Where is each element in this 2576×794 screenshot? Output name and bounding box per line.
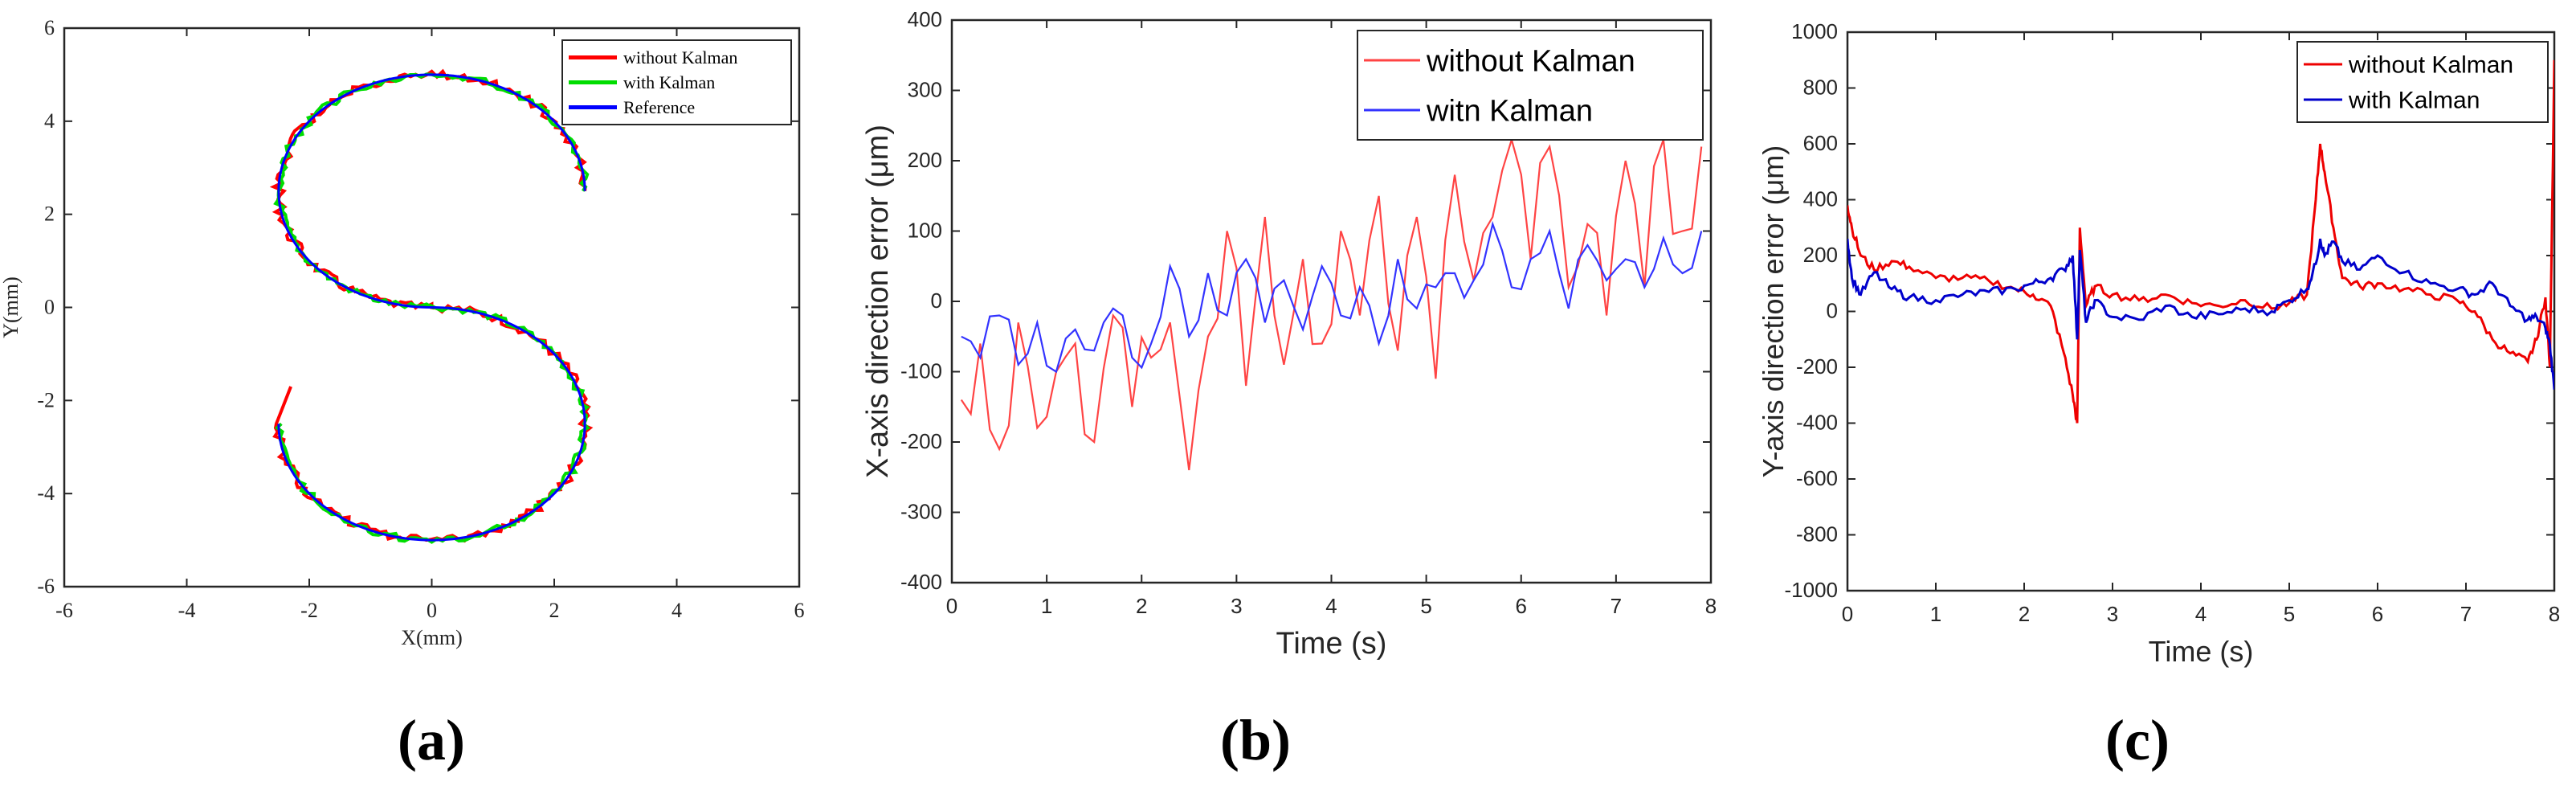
y-tick-label: -200 [900, 429, 942, 453]
legend-box [2296, 41, 2549, 123]
y-tick-label: -2 [37, 388, 55, 411]
x-axis-label: X(mm) [401, 626, 463, 649]
x-tick-label: 2 [2019, 602, 2030, 626]
x-tick-label: 7 [1611, 594, 1622, 618]
series-line-2 [961, 220, 1703, 374]
x-tick-label: 5 [1420, 594, 1431, 618]
y-tick-label: -800 [1796, 522, 1838, 546]
legend-label: with Kalman [2348, 88, 2480, 114]
y-tick-label: 600 [1803, 131, 1838, 155]
y-tick-label: -400 [900, 570, 942, 594]
x-tick-label: 4 [672, 599, 682, 622]
x-tick-label: 1 [1930, 602, 1941, 626]
legend-label: with Kalman [623, 72, 715, 92]
y-tick-label: 2 [44, 203, 55, 226]
x-tick-label: 6 [2372, 602, 2383, 626]
series-group [269, 68, 594, 544]
y-tick-label: 300 [908, 78, 942, 102]
y-tick-label: 6 [44, 16, 55, 39]
series-group [1847, 59, 2554, 424]
y-tick-label: 800 [1803, 76, 1838, 100]
x-tick-label: 3 [1231, 594, 1242, 618]
legend: without Kalman witn Kalman [1357, 30, 1704, 141]
series-line-1 [960, 136, 1703, 471]
panel-label: (a) [398, 708, 465, 772]
chart-panel-2: 0 1 2 3 4 5 6 7 8 400 300 200 100 0 -100 -200 -300 -400 Ti… [861, 7, 1717, 661]
x-tick-label: -6 [55, 599, 73, 622]
series-line-3 [277, 73, 586, 542]
x-tick-label: 8 [2549, 602, 2560, 626]
y-tick-label: 0 [1827, 299, 1838, 323]
y-tick-label: 0 [44, 296, 55, 319]
x-axis-label: Time (s) [2149, 635, 2254, 668]
chart-panel-3: 0 1 2 3 4 5 6 7 8 1000 800 600 400 200 0 -200 -400 -600 -8… [1757, 19, 2560, 668]
y-axis-label: Y(mm) [0, 276, 22, 338]
legend-label: without Kalman [623, 47, 737, 68]
x-axis-label: Time (s) [1276, 627, 1387, 661]
y-tick-label: -600 [1796, 466, 1838, 490]
legend-label: without Kalman [2348, 52, 2513, 79]
series-group [960, 136, 1703, 471]
legend-box [1357, 30, 1704, 141]
x-tick-label: 6 [1516, 594, 1527, 618]
y-tick-label: 4 [44, 109, 55, 133]
y-tick-label: 200 [908, 148, 942, 172]
y-tick-label: 200 [1803, 243, 1838, 267]
x-tick-label: 8 [1705, 594, 1717, 618]
y-tick-label: 0 [931, 289, 942, 313]
x-tick-label: 3 [2107, 602, 2118, 626]
x-tick-label: 1 [1041, 594, 1052, 618]
x-tick-label: 2 [1136, 594, 1147, 618]
legend-label: without Kalman [1426, 44, 1635, 78]
y-tick-label: 1000 [1791, 19, 1838, 43]
y-tick-label: -200 [1796, 354, 1838, 379]
y-tick-label: -1000 [1785, 578, 1839, 602]
x-tick-label: 4 [2195, 602, 2207, 626]
x-tick-label: -4 [178, 599, 196, 622]
x-tick-label: 2 [549, 599, 560, 622]
y-tick-label: -400 [1796, 411, 1838, 435]
y-tick-label: -4 [37, 481, 55, 505]
x-tick-label: 0 [427, 599, 437, 622]
y-axis-label: X-axis direction error (μm) [861, 125, 895, 478]
chart-panel-1: -6 -4 -2 0 2 4 6 6 4 2 0 -2 -4 -6 X(mm) Y(mm) without Ka… [0, 16, 805, 649]
y-tick-label: -300 [900, 500, 942, 524]
y-tick-label: -100 [900, 359, 942, 383]
x-tick-label: 5 [2284, 602, 2295, 626]
y-tick-label: 100 [908, 219, 942, 243]
legend-label: Reference [623, 97, 695, 117]
y-tick-label: 400 [908, 7, 942, 31]
x-tick-label: 7 [2460, 602, 2472, 626]
x-tick-label: 0 [1842, 602, 1853, 626]
y-axis-label: Y-axis direction error (μm) [1757, 145, 1790, 478]
legend: without Kalman with Kalman [2296, 41, 2549, 123]
legend: without Kalman with Kalman Reference [561, 39, 792, 125]
x-tick-label: 4 [1325, 594, 1337, 618]
x-tick-label: 6 [794, 599, 805, 622]
y-tick-label: -6 [37, 575, 55, 598]
x-tick-label: 0 [946, 594, 957, 618]
series-line-2 [1847, 238, 2554, 390]
panel-label: (c) [2105, 708, 2170, 772]
panel-label: (b) [1220, 708, 1291, 772]
x-tick-label: -2 [300, 599, 318, 622]
series-line-1 [1847, 59, 2554, 424]
legend-label: witn Kalman [1426, 94, 1593, 128]
y-tick-label: 400 [1803, 187, 1838, 211]
